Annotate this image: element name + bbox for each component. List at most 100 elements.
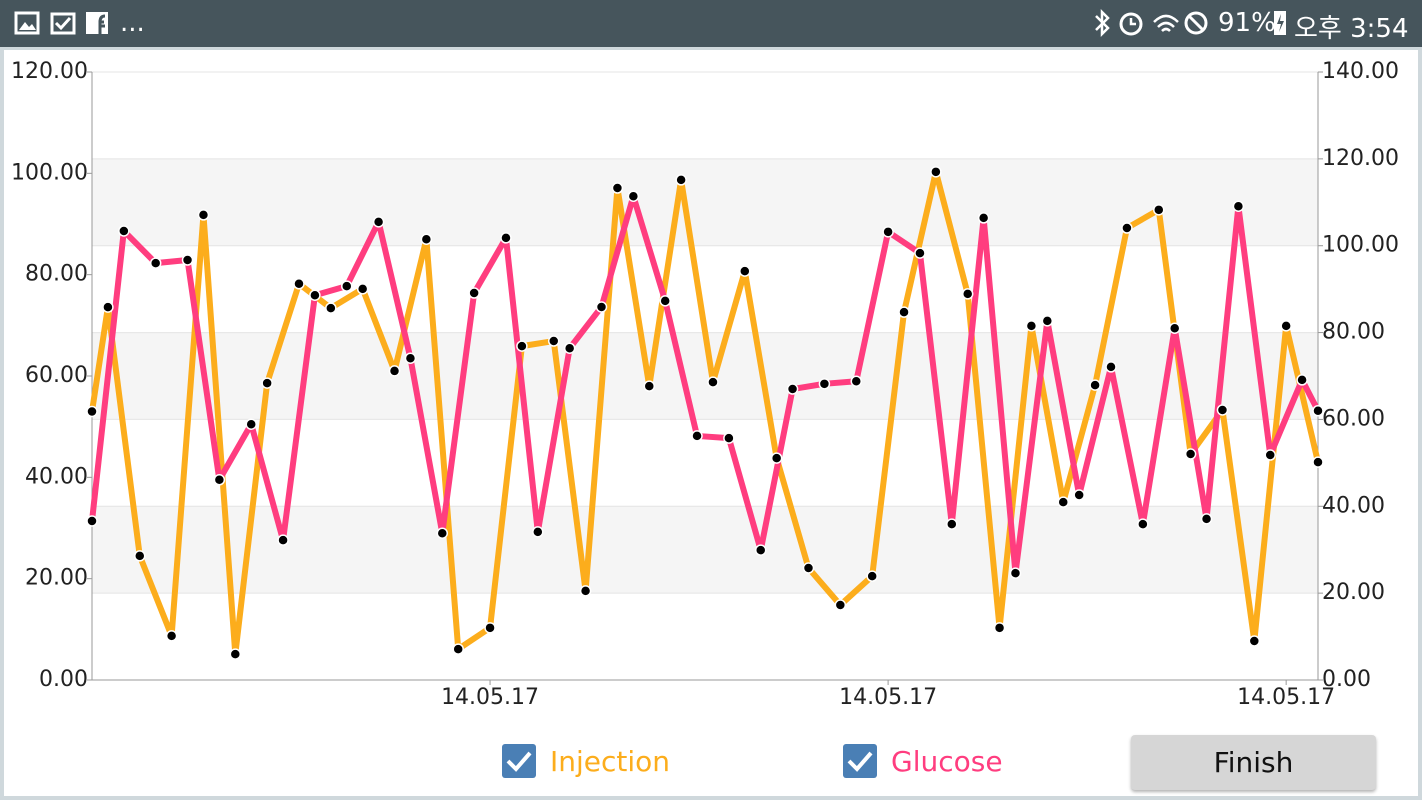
data-point <box>356 283 369 295</box>
battery-icon <box>1274 11 1286 35</box>
clock: 오후 3:54 <box>1294 14 1409 44</box>
y2-tick-label: 80.00 <box>1322 320 1385 345</box>
series-line <box>89 193 1321 577</box>
x-tick-label: 14.05.17 <box>441 685 539 710</box>
data-point <box>309 289 321 301</box>
y-tick-label: 100.00 <box>11 160 88 185</box>
notification-icons <box>14 11 108 35</box>
data-point <box>1216 404 1229 416</box>
data-point <box>754 544 767 556</box>
data-point <box>325 302 337 314</box>
status-bar: ... 91% 오후 3:54 <box>0 0 1422 47</box>
data-point <box>1041 315 1054 327</box>
data-point <box>261 377 273 389</box>
data-point <box>866 570 878 582</box>
data-point <box>420 233 433 245</box>
data-point <box>643 380 656 392</box>
data-point <box>1184 448 1197 460</box>
data-point <box>1153 204 1165 216</box>
data-point <box>1009 567 1022 579</box>
data-point <box>898 306 910 318</box>
data-point <box>1200 513 1213 525</box>
data-point <box>1296 374 1308 386</box>
data-point <box>802 562 815 574</box>
y-tick-label: 60.00 <box>25 363 88 388</box>
data-point <box>452 643 464 655</box>
y-tick-label: 0.00 <box>39 667 88 692</box>
data-point <box>611 182 624 194</box>
data-point <box>675 174 687 186</box>
data-point <box>1025 320 1038 332</box>
data-point <box>165 630 178 642</box>
data-point <box>993 622 1006 634</box>
data-point <box>1280 320 1292 332</box>
data-point <box>1105 361 1117 373</box>
y2-tick-label: 100.00 <box>1322 233 1399 258</box>
data-point <box>946 518 958 530</box>
data-point <box>484 622 496 634</box>
finish-button[interactable]: Finish <box>1131 735 1376 790</box>
y2-tick-label: 140.00 <box>1322 59 1399 84</box>
legend-injection[interactable]: Injection <box>502 743 670 779</box>
checkbox[interactable] <box>843 744 877 778</box>
data-point <box>516 340 528 352</box>
data-point <box>595 301 608 313</box>
data-point <box>1089 379 1101 391</box>
data-point <box>404 352 417 364</box>
y-tick-label: 120.00 <box>11 59 88 84</box>
data-point <box>102 301 114 313</box>
data-point <box>579 585 592 597</box>
data-point <box>977 212 990 224</box>
data-point <box>770 452 783 464</box>
data-point <box>627 190 640 202</box>
data-point <box>882 226 894 238</box>
data-point <box>659 295 671 307</box>
data-point <box>723 432 735 444</box>
y-tick-label: 20.00 <box>25 566 88 591</box>
data-point <box>1137 518 1149 530</box>
system-icons <box>1095 8 1208 38</box>
data-point <box>563 342 576 354</box>
data-point <box>786 383 799 395</box>
data-point <box>134 550 146 562</box>
data-point <box>118 225 130 237</box>
data-point <box>1264 449 1276 461</box>
y2-tick-label: 120.00 <box>1322 146 1399 171</box>
data-point <box>341 280 353 292</box>
data-point <box>547 335 560 347</box>
data-point <box>914 247 926 259</box>
data-point <box>277 534 289 546</box>
checkbox[interactable] <box>502 744 536 778</box>
y2-tick-label: 0.00 <box>1322 667 1371 692</box>
data-point <box>86 515 98 527</box>
data-point <box>468 287 480 299</box>
legend-label: Injection <box>550 744 671 778</box>
y2-tick-label: 60.00 <box>1322 406 1385 431</box>
data-point <box>834 599 847 611</box>
data-point <box>850 375 863 387</box>
data-point <box>293 278 305 290</box>
legend-glucose[interactable]: Glucose <box>843 743 1003 779</box>
more-notifications: ... <box>120 8 145 38</box>
app-content: 0.00 20.00 40.00 60.00 80.00 100.00 120.00 140.… <box>4 50 1418 796</box>
chart: 0.00 20.00 40.00 60.00 80.00 100.00 120.00 140.… <box>11 59 1399 710</box>
data-point <box>149 257 162 269</box>
y2-tick-label: 40.00 <box>1322 493 1385 518</box>
data-point <box>691 430 703 442</box>
data-point <box>532 526 544 538</box>
data-point <box>1121 222 1133 234</box>
data-point <box>229 648 242 660</box>
data-point <box>1073 489 1085 501</box>
legend-label: Glucose <box>891 744 1003 778</box>
data-point <box>818 378 831 390</box>
y2-tick-label: 20.00 <box>1322 580 1385 605</box>
data-point <box>1057 496 1069 508</box>
data-point <box>1232 200 1245 212</box>
data-point <box>1168 322 1181 334</box>
y-tick-label: 80.00 <box>25 262 88 287</box>
data-point <box>1312 404 1324 417</box>
data-point <box>372 216 385 228</box>
data-point <box>197 209 210 221</box>
x-tick-label: 14.05.17 <box>1237 685 1335 710</box>
